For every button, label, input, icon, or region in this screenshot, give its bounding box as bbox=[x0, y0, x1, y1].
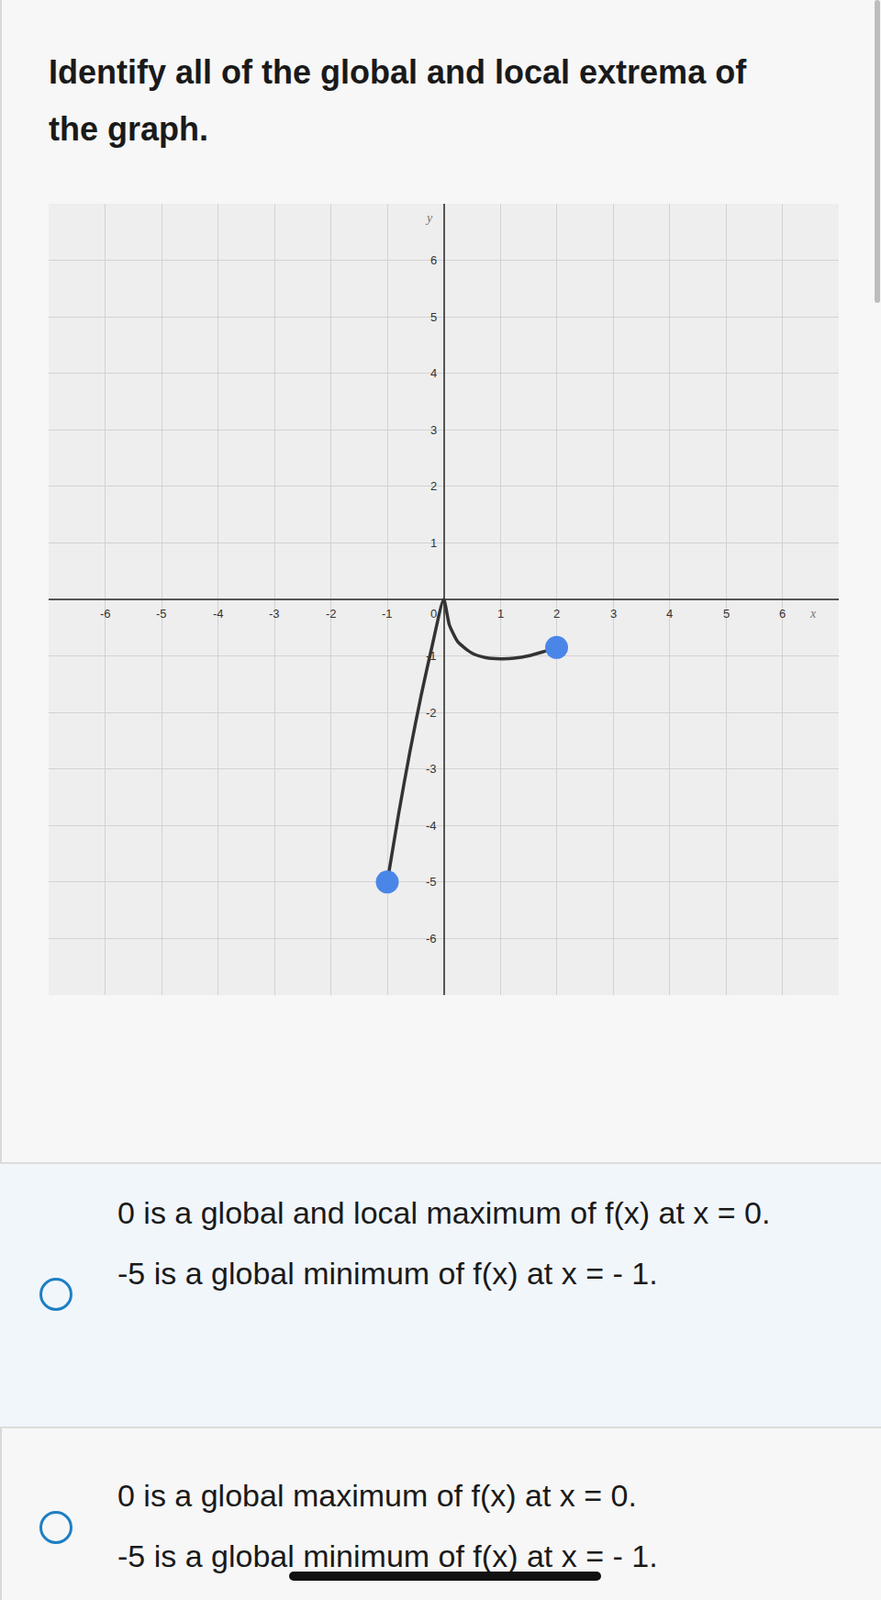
svg-text:0: 0 bbox=[430, 606, 437, 621]
svg-text:-2: -2 bbox=[325, 606, 337, 621]
svg-text:-1: -1 bbox=[381, 606, 393, 621]
svg-text:6: 6 bbox=[430, 253, 437, 268]
html-text:0 is a global maximum of f(x): 0 is a global maximum of f(x) at x = 0. bbox=[117, 1477, 637, 1513]
svg-text:3: 3 bbox=[430, 423, 437, 437]
svg-text:2: 2 bbox=[430, 479, 437, 493]
html-text:Identify all of the global and: Identify all of the global and local ext… bbox=[48, 53, 747, 91]
svg-text:-2: -2 bbox=[425, 705, 437, 720]
svg-text:x: x bbox=[809, 606, 817, 621]
svg-text:1: 1 bbox=[497, 606, 504, 621]
svg-text:-4: -4 bbox=[212, 606, 224, 621]
svg-text:2: 2 bbox=[553, 606, 560, 621]
svg-text:-1: -1 bbox=[425, 648, 437, 663]
html-text:the graph.: the graph. bbox=[48, 110, 209, 148]
html-text:-5 is a global minimum of f(x): -5 is a global minimum of f(x) at x = - … bbox=[117, 1255, 658, 1291]
html-text:-5 is a global minimum of f(x): -5 is a global minimum of f(x) at x = - … bbox=[117, 1538, 658, 1573]
svg-text:6: 6 bbox=[779, 606, 786, 621]
svg-text:3: 3 bbox=[610, 606, 617, 621]
svg-text:4: 4 bbox=[430, 366, 437, 380]
svg-text:-3: -3 bbox=[425, 761, 437, 776]
svg-text:5: 5 bbox=[430, 310, 437, 324]
svg-text:-5: -5 bbox=[425, 874, 437, 889]
svg-text:5: 5 bbox=[723, 606, 730, 621]
html-text:0 is a global and local maximu: 0 is a global and local maximum of f(x) … bbox=[117, 1194, 771, 1230]
svg-text:-5: -5 bbox=[156, 606, 168, 621]
svg-text:y: y bbox=[424, 211, 434, 225]
svg-text:1: 1 bbox=[430, 535, 437, 550]
svg-text:-6: -6 bbox=[100, 606, 112, 621]
svg-text:-6: -6 bbox=[425, 931, 437, 946]
svg-text:-4: -4 bbox=[425, 818, 437, 833]
svg-text:4: 4 bbox=[666, 606, 673, 621]
svg-text:-3: -3 bbox=[268, 606, 280, 621]
